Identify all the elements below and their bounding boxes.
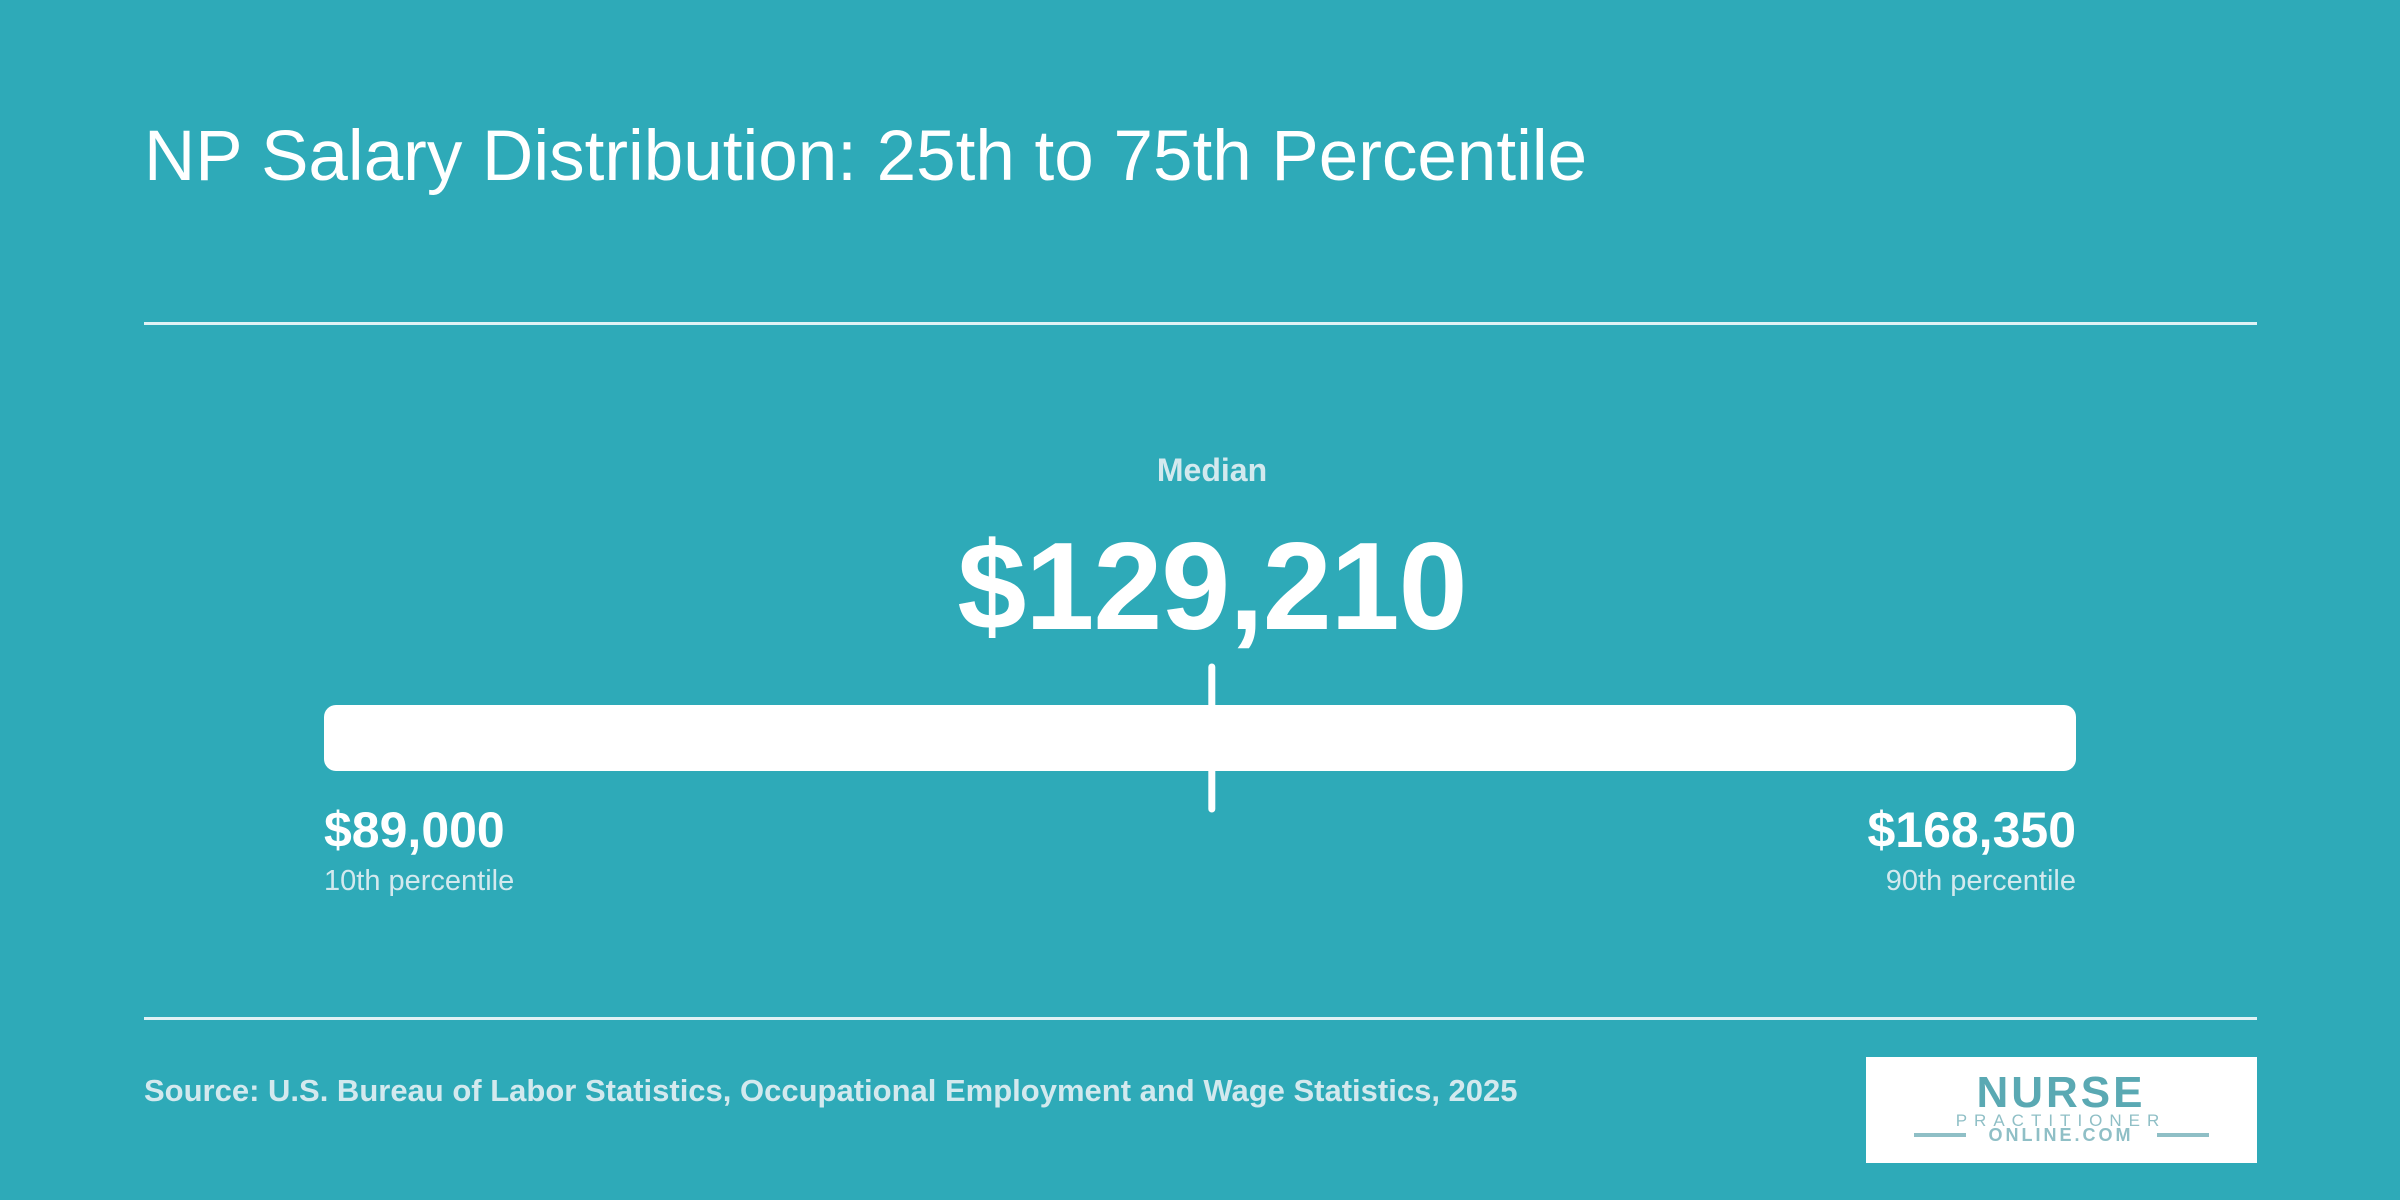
logo-line-online: ONLINE.COM [1989, 1125, 2134, 1145]
logo-rule-right [2157, 1133, 2209, 1137]
top-divider [144, 322, 2257, 325]
median-value: $129,210 [957, 518, 1467, 656]
nurse-practitioner-online-logo[interactable]: NURSE PRACTITIONER ONLINE.COM [1866, 1057, 2257, 1163]
logo-line-practitioner: PRACTITIONER [1956, 1111, 2167, 1130]
min-value: $89,000 [324, 802, 505, 858]
max-value: $168,350 [1867, 802, 2076, 858]
min-percentile-label: 10th percentile [324, 865, 515, 897]
logo-line-nurse: NURSE [1976, 1068, 2145, 1117]
bottom-divider [144, 1017, 2257, 1020]
logo-rule-left [1914, 1133, 1966, 1137]
chart-title: NP Salary Distribution: 25th to 75th Per… [144, 117, 1588, 196]
max-percentile-label: 90th percentile [1885, 865, 2076, 897]
median-label: Median [1156, 452, 1268, 488]
range-bar [324, 705, 2076, 771]
logo-graphic: NURSE PRACTITIONER ONLINE.COM [1914, 1068, 2209, 1145]
source-note: Source: U.S. Bureau of Labor Statistics,… [144, 1073, 1518, 1108]
